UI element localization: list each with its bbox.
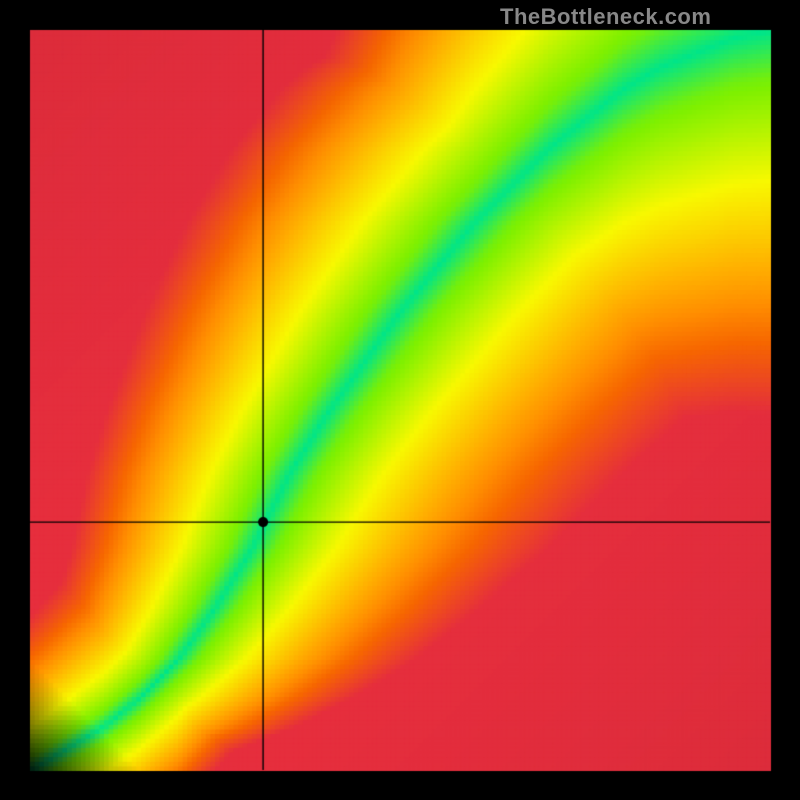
watermark-text: TheBottleneck.com bbox=[500, 4, 711, 30]
bottleneck-heatmap bbox=[0, 0, 800, 800]
